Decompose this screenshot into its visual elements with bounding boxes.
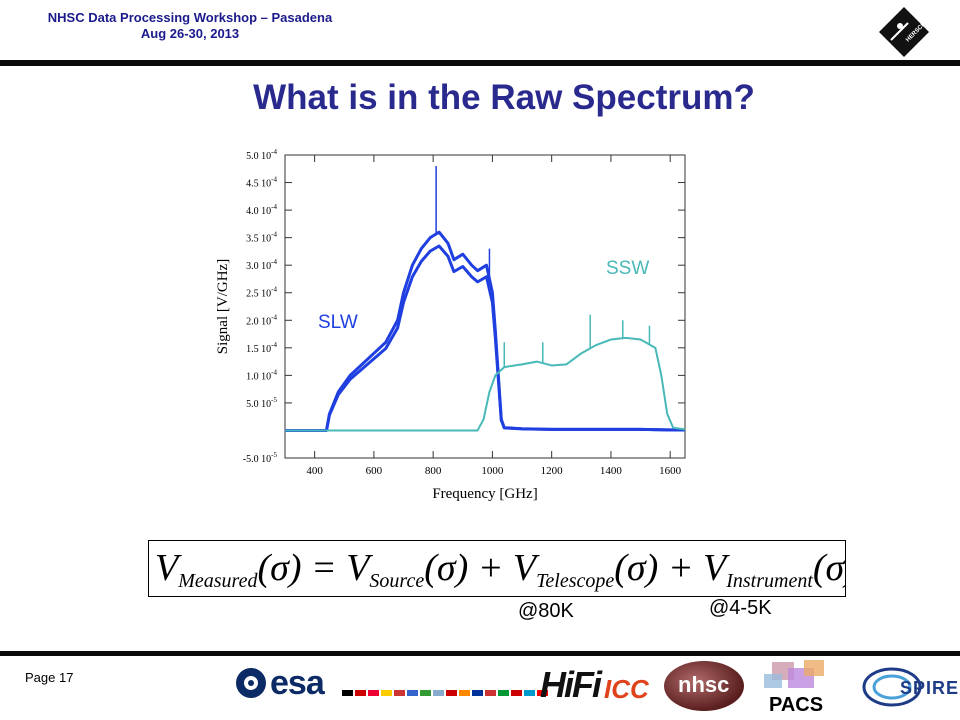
signal-equation: VMeasured(σ) = VSource(σ) + VTelescope(σ… bbox=[148, 540, 846, 597]
esa-logo-icon bbox=[236, 668, 266, 698]
y-tick-label: 3.0 10-4 bbox=[246, 258, 277, 272]
y-tick-label: 3.5 10-4 bbox=[246, 231, 277, 245]
pacs-logo-text: PACS bbox=[769, 694, 824, 716]
herschel-logo: HERSCHEL bbox=[879, 7, 930, 57]
top-divider bbox=[0, 60, 960, 66]
y-tick-label: 5.0 10-4 bbox=[246, 148, 277, 162]
y-tick-label: -5.0 10-5 bbox=[243, 451, 278, 465]
workshop-dates: Aug 26-30, 2013 bbox=[140, 26, 240, 41]
raw-spectrum-chart: 400 600 800 1000 1200 1400 1600 -5.0 10-5 5.0 10… bbox=[215, 148, 686, 502]
x-axis-label: Frequency [GHz] bbox=[432, 486, 537, 502]
y-tick-label: 5.0 10-5 bbox=[246, 396, 277, 410]
member-flags bbox=[342, 690, 548, 696]
spire-logo-text: SPIRE bbox=[900, 678, 960, 698]
y-tick-label: 1.0 10-4 bbox=[246, 368, 277, 382]
icc-logo: ICC bbox=[604, 674, 649, 704]
y-tick-label: 2.0 10-4 bbox=[246, 313, 277, 327]
x-tick-label: 1200 bbox=[541, 465, 564, 477]
hifi-logo: HiFi bbox=[540, 664, 602, 705]
instrument-temperature: @4-5K bbox=[709, 597, 772, 619]
telescope-temperature: @80K bbox=[518, 600, 574, 622]
x-tick-label: 400 bbox=[306, 465, 323, 477]
x-tick-label: 1000 bbox=[481, 465, 504, 477]
pacs-logo-icon bbox=[764, 660, 824, 688]
workshop-title: NHSC Data Processing Workshop – Pasadena bbox=[47, 10, 333, 25]
y-tick-label: 4.5 10-4 bbox=[246, 176, 277, 190]
nhsc-logo-text: nhsc bbox=[678, 672, 730, 697]
plot-frame bbox=[284, 154, 686, 459]
x-tick-label: 1600 bbox=[659, 465, 682, 477]
series-slw-band bbox=[285, 244, 685, 432]
x-tick-label: 1400 bbox=[600, 465, 623, 477]
series-ssw-line bbox=[285, 336, 686, 432]
y-tick-label: 2.5 10-4 bbox=[246, 286, 277, 300]
y-tick-label: 4.0 10-4 bbox=[246, 203, 277, 217]
bottom-divider bbox=[0, 651, 960, 656]
partner-logos: esa HiFi ICC nhsc PACS SPIRE bbox=[232, 658, 958, 718]
y-tick-label: 1.5 10-4 bbox=[246, 341, 277, 355]
x-tick-label: 800 bbox=[425, 465, 442, 477]
x-tick-label: 600 bbox=[366, 465, 383, 477]
slw-label: SLW bbox=[318, 312, 358, 333]
y-axis-label: Signal [V/GHz] bbox=[215, 259, 231, 354]
ssw-label: SSW bbox=[606, 258, 650, 279]
esa-logo-text: esa bbox=[270, 664, 325, 702]
workshop-header: NHSC Data Processing Workshop – Pasadena… bbox=[0, 10, 380, 42]
page-number: Page 17 bbox=[25, 670, 74, 685]
slide-title: What is in the Raw Spectrum? bbox=[253, 78, 755, 117]
nhsc-logo bbox=[664, 661, 744, 711]
spire-logo-icon bbox=[862, 667, 922, 707]
